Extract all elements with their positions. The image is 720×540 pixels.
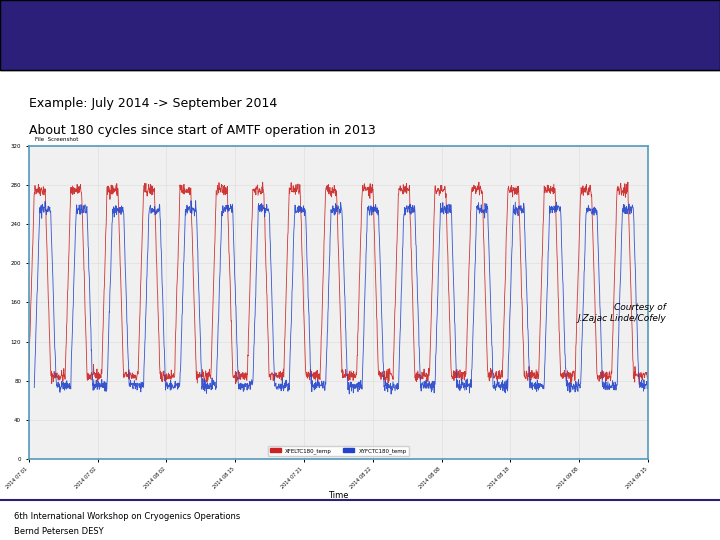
X-axis label: Time: Time xyxy=(328,491,348,501)
Bar xyxy=(4,4,31,19)
Bar xyxy=(648,45,720,70)
FancyBboxPatch shape xyxy=(0,0,720,70)
Text: European: European xyxy=(6,18,42,26)
Text: File  Screenshot: File Screenshot xyxy=(35,137,78,141)
Text: 6th International Workshop on Cryogenics Operations: 6th International Workshop on Cryogenics… xyxy=(14,512,240,521)
Text: XFEL WP10 Accelerator Module Test Facility: XFEL WP10 Accelerator Module Test Facili… xyxy=(126,16,323,24)
Text: Trendplotter Slot: Trendplotter Slot xyxy=(35,124,81,130)
Circle shape xyxy=(666,21,695,49)
Bar xyxy=(34,4,61,19)
Text: 17: 17 xyxy=(693,53,709,66)
Text: Vertical Cryostats Operation Cycles: Vertical Cryostats Operation Cycles xyxy=(109,31,611,56)
Text: About 180 cycles since start of AMTF operation in 2013: About 180 cycles since start of AMTF ope… xyxy=(29,124,376,137)
Legend: XFELTC180_temp, XYFCTC180_temp: XFELTC180_temp, XYFCTC180_temp xyxy=(268,446,409,456)
Text: Bernd Petersen DESY: Bernd Petersen DESY xyxy=(14,527,104,536)
Circle shape xyxy=(660,16,701,55)
Text: Courtesy of
J.Zajac Linde/Cofely: Courtesy of J.Zajac Linde/Cofely xyxy=(577,303,666,323)
Text: Example: July 2014 -> September 2014: Example: July 2014 -> September 2014 xyxy=(29,97,277,110)
Text: XFEL: XFEL xyxy=(4,38,57,57)
Bar xyxy=(63,4,91,19)
